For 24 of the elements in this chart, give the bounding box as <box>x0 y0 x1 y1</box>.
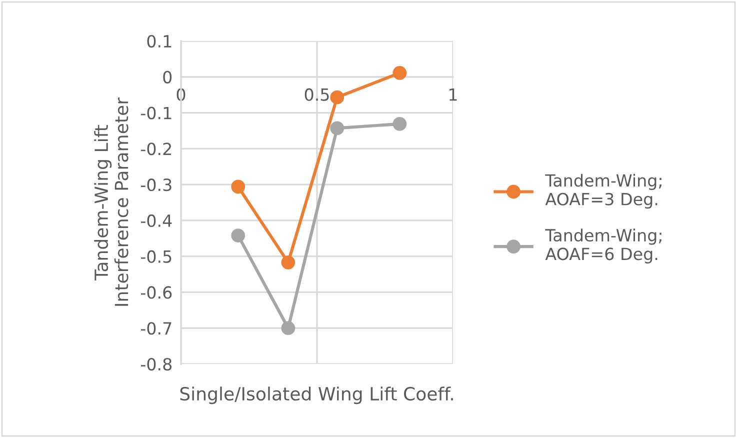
point <box>231 228 246 242</box>
y-tick-label: -0.5 <box>140 250 172 263</box>
x-axis-title: Single/Isolated Wing Lift Coeff. <box>180 386 453 404</box>
point <box>330 121 344 136</box>
y-tick-label: -0.4 <box>140 214 172 228</box>
y-tick-label: -0.6 <box>140 286 172 299</box>
y-tick-label: 0 <box>163 70 172 84</box>
point <box>281 255 296 270</box>
point <box>281 321 296 336</box>
y-tick-label: -0.1 <box>140 106 172 120</box>
point <box>231 180 246 194</box>
y-axis-title: Tandem-Wing Lift Interference Parameter <box>94 97 128 306</box>
legend-label: Tandem-Wing; AOAF=6 Deg. <box>545 228 662 264</box>
y-tick-label: -0.8 <box>140 358 172 371</box>
y-tick-label: 0.1 <box>147 34 172 48</box>
x-tick-label: 0.5 <box>304 88 329 101</box>
point <box>392 66 407 80</box>
y-tick-label: -0.3 <box>140 178 172 192</box>
point <box>392 116 407 131</box>
legend-label: Tandem-Wing; AOAF=3 Deg. <box>545 174 662 209</box>
point <box>330 90 344 104</box>
y-tick-label: -0.2 <box>140 142 171 156</box>
x-tick-label: 1 <box>450 88 457 101</box>
y-tick-label: -0.7 <box>140 322 172 335</box>
